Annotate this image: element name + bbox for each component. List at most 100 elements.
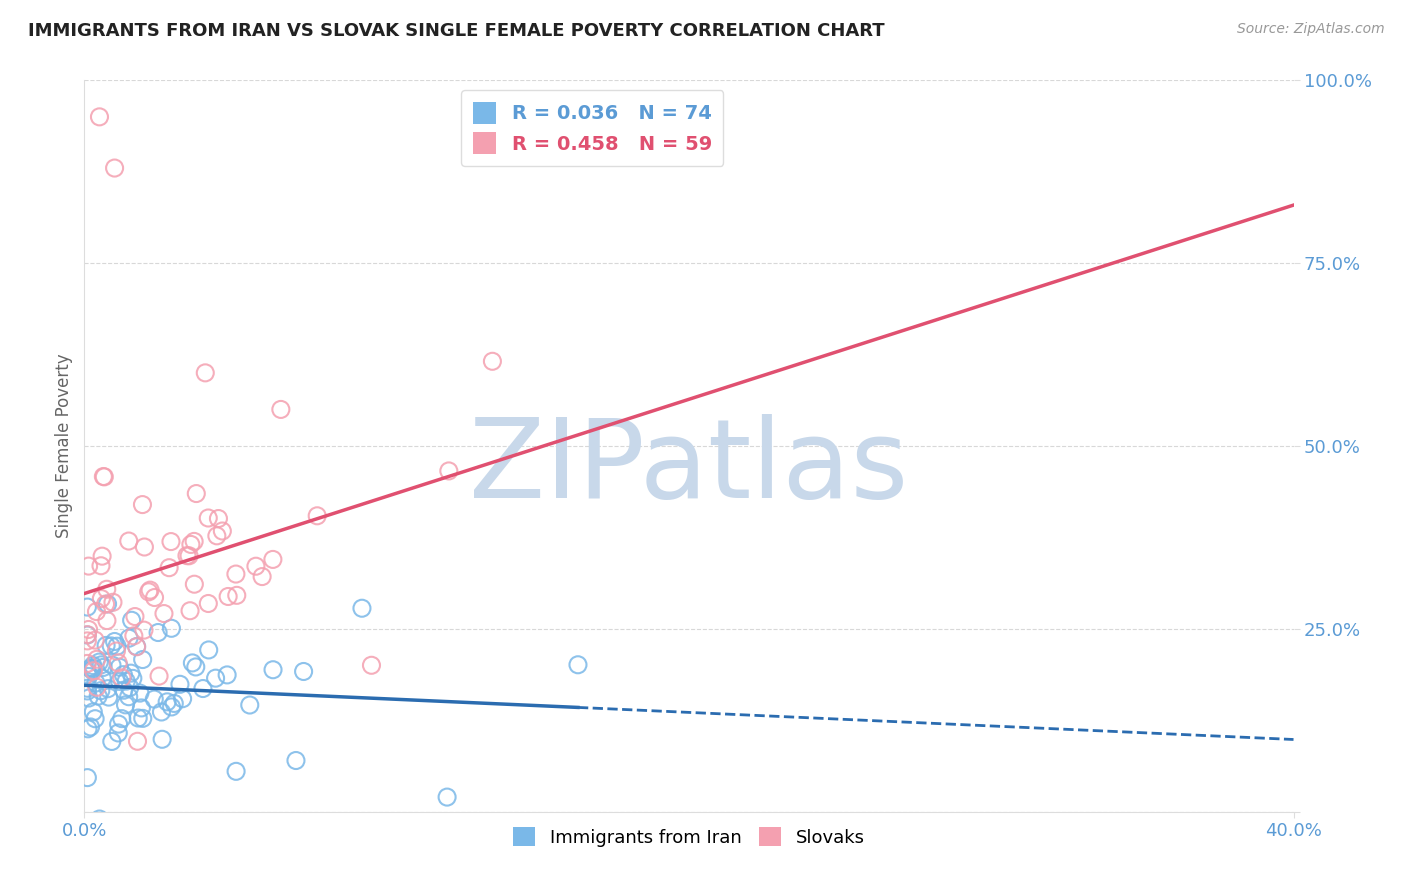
- Point: [211, 524, 233, 538]
- Point: [172, 691, 194, 706]
- Point: [156, 695, 179, 709]
- Point: [94, 597, 117, 611]
- Point: [163, 697, 186, 711]
- Point: [100, 639, 122, 653]
- Point: [82, 658, 104, 673]
- Point: [76, 684, 98, 698]
- Point: [90, 657, 112, 672]
- Point: [245, 559, 267, 574]
- Point: [176, 549, 198, 563]
- Point: [132, 623, 155, 637]
- Point: [90, 558, 112, 573]
- Point: [143, 692, 166, 706]
- Point: [292, 665, 315, 679]
- Point: [91, 671, 114, 685]
- Point: [131, 652, 153, 666]
- Point: [122, 629, 145, 643]
- Point: [127, 711, 149, 725]
- Point: [76, 628, 98, 642]
- Point: [89, 812, 111, 826]
- Point: [108, 674, 131, 689]
- Point: [153, 607, 176, 621]
- Point: [86, 652, 108, 666]
- Y-axis label: Single Female Poverty: Single Female Poverty: [55, 354, 73, 538]
- Point: [96, 614, 118, 628]
- Point: [225, 588, 247, 602]
- Point: [307, 508, 329, 523]
- Point: [101, 595, 124, 609]
- Point: [107, 656, 129, 670]
- Point: [104, 161, 127, 175]
- Point: [108, 660, 131, 674]
- Point: [169, 677, 191, 691]
- Point: [191, 681, 214, 696]
- Point: [129, 686, 152, 700]
- Point: [84, 676, 107, 690]
- Point: [77, 669, 100, 683]
- Point: [350, 601, 373, 615]
- Point: [105, 639, 128, 653]
- Point: [184, 660, 207, 674]
- Point: [107, 726, 129, 740]
- Point: [89, 110, 111, 124]
- Point: [121, 672, 143, 686]
- Point: [270, 402, 292, 417]
- Point: [197, 597, 219, 611]
- Point: [114, 698, 136, 712]
- Point: [82, 661, 104, 675]
- Point: [96, 597, 118, 611]
- Point: [89, 655, 111, 669]
- Point: [132, 711, 155, 725]
- Point: [239, 698, 262, 712]
- Point: [93, 470, 115, 484]
- Point: [204, 671, 226, 685]
- Point: [118, 534, 141, 549]
- Point: [105, 644, 128, 658]
- Point: [97, 690, 120, 704]
- Point: [177, 549, 200, 563]
- Point: [139, 583, 162, 598]
- Point: [567, 657, 589, 672]
- Point: [76, 633, 98, 648]
- Point: [77, 691, 100, 706]
- Point: [91, 549, 114, 564]
- Point: [118, 681, 141, 695]
- Point: [160, 534, 183, 549]
- Point: [101, 658, 124, 673]
- Point: [76, 771, 98, 785]
- Point: [83, 664, 105, 678]
- Point: [101, 734, 124, 748]
- Point: [205, 529, 228, 543]
- Point: [179, 604, 201, 618]
- Point: [79, 661, 101, 675]
- Text: IMMIGRANTS FROM IRAN VS SLOVAK SINGLE FEMALE POVERTY CORRELATION CHART: IMMIGRANTS FROM IRAN VS SLOVAK SINGLE FE…: [28, 22, 884, 40]
- Point: [125, 640, 148, 654]
- Point: [131, 498, 153, 512]
- Point: [250, 569, 273, 583]
- Point: [360, 658, 382, 673]
- Point: [90, 683, 112, 698]
- Point: [86, 681, 108, 695]
- Point: [90, 591, 112, 606]
- Point: [118, 690, 141, 704]
- Point: [79, 720, 101, 734]
- Point: [148, 669, 170, 683]
- Text: Source: ZipAtlas.com: Source: ZipAtlas.com: [1237, 22, 1385, 37]
- Point: [160, 621, 183, 635]
- Point: [124, 609, 146, 624]
- Point: [143, 591, 166, 605]
- Point: [82, 663, 104, 677]
- Point: [76, 681, 98, 696]
- Point: [120, 666, 142, 681]
- Point: [207, 511, 229, 525]
- Point: [197, 643, 219, 657]
- Point: [107, 717, 129, 731]
- Point: [118, 631, 141, 645]
- Point: [82, 705, 104, 719]
- Point: [125, 640, 148, 654]
- Point: [217, 668, 239, 682]
- Point: [157, 560, 180, 574]
- Point: [91, 660, 114, 674]
- Point: [77, 623, 100, 637]
- Point: [127, 734, 149, 748]
